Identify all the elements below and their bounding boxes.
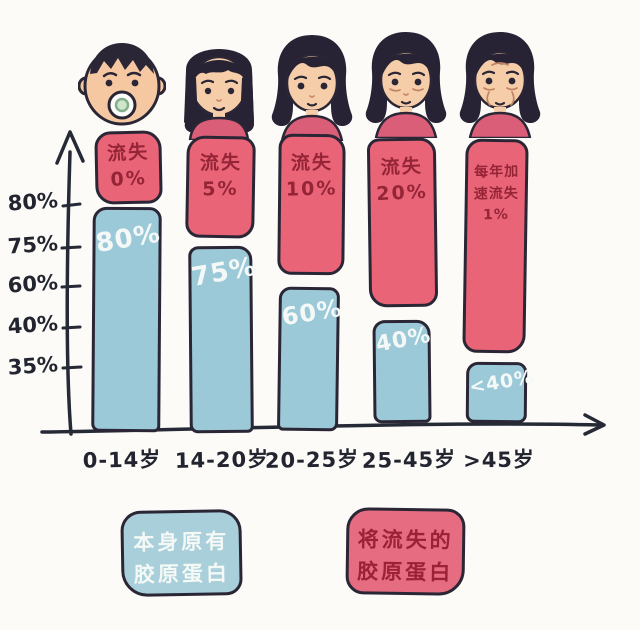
kept-collagen-bar-14-20: 75% — [188, 245, 259, 434]
lost-collagen-bar-25-45: 流失 20% — [366, 137, 439, 308]
kept-value-label: 40% — [373, 322, 434, 358]
lost-label-line3: 1% — [482, 207, 509, 224]
lost-label-line2: 5% — [202, 177, 239, 200]
kept-value-label: 80% — [93, 218, 163, 260]
lost-label-line2: 速流失 — [473, 185, 519, 203]
legend-lost-line2: 胶原蛋白 — [357, 558, 454, 585]
lost-collagen-bar-14-20: 流失 5% — [185, 135, 256, 239]
kept-collagen-bar-20-25: 60% — [276, 286, 344, 432]
lost-collagen-bar-0-14: 流失 0% — [94, 130, 163, 205]
y-tick-label-40: 40% — [6, 311, 59, 339]
kept-collagen-bar-0-14: 80% — [91, 206, 163, 433]
kept-value-label: 60% — [279, 293, 344, 332]
lost-label-line2: 10% — [285, 177, 338, 201]
teen-girl-face-icon — [172, 28, 266, 144]
older-woman-face-icon — [450, 20, 550, 142]
kept-value-label: 75% — [189, 251, 259, 294]
lost-label-line1: 流失 — [380, 154, 424, 180]
young-woman-face-icon — [262, 23, 362, 145]
legend-own-line2: 胶原蛋白 — [133, 560, 231, 587]
lost-label-line1: 每年加 — [473, 163, 520, 181]
legend-lost-collagen: 将流失的 胶原蛋白 — [345, 507, 466, 596]
lost-label-line1: 流失 — [199, 151, 243, 175]
legend-own-collagen: 本身原有 胶原蛋白 — [120, 508, 243, 598]
y-tick-label-60: 60% — [6, 270, 59, 298]
baby-face-icon — [77, 26, 167, 134]
kept-collagen-bar-25-45: 40% — [372, 319, 434, 424]
x-label-20-25: 20-25岁 — [264, 447, 360, 473]
lost-collagen-bar-20-25: 流失 10% — [277, 133, 346, 276]
lost-collagen-bar-45plus: 每年加 速流失 1% — [462, 138, 529, 354]
y-tick-label-35: 35% — [6, 352, 59, 380]
lost-label-line1: 流失 — [106, 140, 150, 166]
legend-own-line1: 本身原有 — [133, 529, 230, 555]
x-label-0-14: 0-14岁 — [82, 447, 162, 473]
lost-label-line2: 20% — [375, 180, 429, 205]
y-tick-label-75: 75% — [6, 231, 59, 259]
x-label-45plus: >45岁 — [462, 447, 536, 473]
lost-label-line2: 0% — [109, 166, 148, 191]
middle-aged-woman-face-icon — [356, 20, 456, 142]
kept-collagen-bar-45plus: <40% — [465, 361, 536, 424]
lost-label-line1: 流失 — [290, 151, 334, 175]
legend-lost-line1: 将流失的 — [357, 527, 454, 553]
kept-value-label: <40% — [467, 365, 536, 399]
y-tick-label-80: 80% — [6, 188, 59, 216]
